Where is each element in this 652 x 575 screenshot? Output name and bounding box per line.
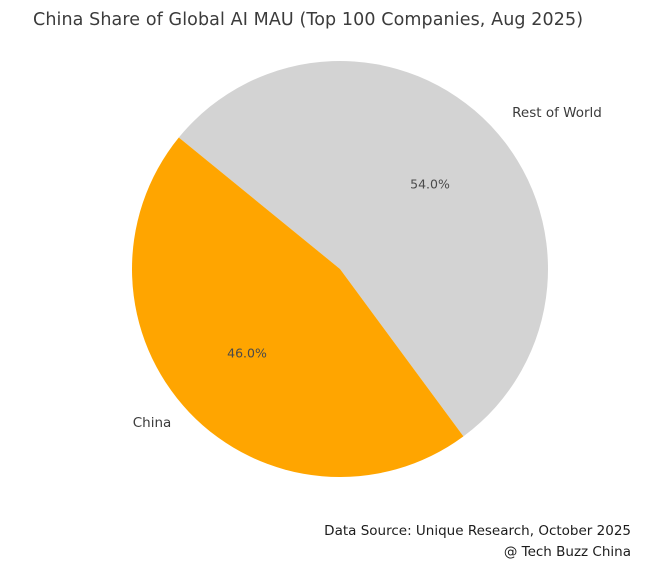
pie-slice-china[interactable] bbox=[131, 137, 464, 478]
pie-percent-china: 46.0% bbox=[227, 345, 267, 361]
pie-percent-rest-of-world: 54.0% bbox=[410, 176, 450, 192]
page-title: China Share of Global AI MAU (Top 100 Co… bbox=[33, 10, 584, 30]
pie-label-rest-of-world: Rest of World bbox=[512, 105, 602, 121]
footer-credit-line: @ Tech Buzz China bbox=[503, 544, 631, 561]
chart-footer: Data Source: Unique Research, October 20… bbox=[324, 521, 631, 563]
footer-source-line: Data Source: Unique Research, October 20… bbox=[324, 523, 631, 540]
pie-label-china: China bbox=[132, 415, 172, 431]
pie-slice-rest-of-world[interactable] bbox=[178, 61, 548, 437]
